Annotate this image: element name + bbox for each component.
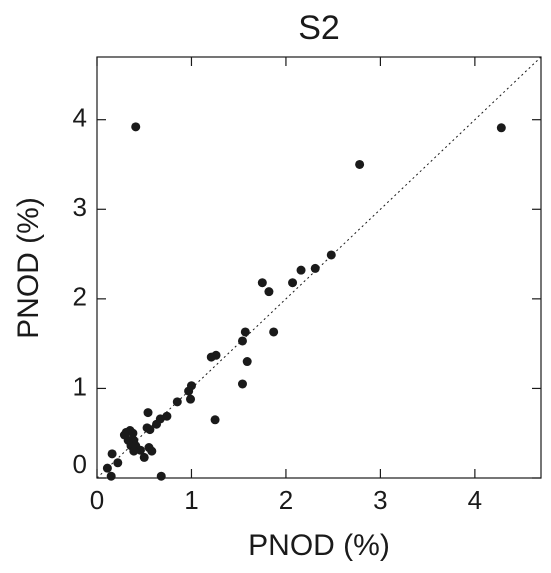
x-tick-label: 3: [373, 485, 387, 515]
y-tick-label: 1: [73, 371, 87, 401]
point: [139, 452, 149, 462]
point: [237, 336, 247, 346]
point: [131, 122, 141, 132]
x-tick-label: 2: [279, 485, 293, 515]
point: [184, 386, 194, 396]
point: [210, 415, 220, 425]
point: [242, 357, 252, 367]
point: [240, 327, 250, 337]
y-tick-label: 0: [73, 449, 87, 479]
point: [296, 265, 306, 275]
point: [128, 428, 138, 438]
point: [172, 397, 182, 407]
point: [288, 278, 298, 288]
point: [145, 425, 155, 435]
point: [269, 327, 279, 337]
chart-title: S2: [298, 9, 340, 47]
x-tick-label: 4: [468, 485, 482, 515]
point: [106, 471, 116, 481]
point: [310, 263, 320, 273]
x-tick-label: 0: [90, 485, 104, 515]
point: [237, 379, 247, 389]
point: [107, 449, 117, 459]
point: [355, 159, 365, 169]
point: [496, 123, 506, 133]
point: [257, 278, 267, 288]
plot-frame: [96, 56, 542, 479]
point: [143, 408, 153, 418]
y-tick-label: 3: [73, 192, 87, 222]
point: [147, 446, 157, 456]
point: [129, 446, 139, 456]
point: [156, 471, 166, 481]
point: [152, 419, 162, 429]
point: [113, 458, 123, 468]
point: [264, 287, 274, 297]
x-axis-label: PNOD (%): [248, 529, 390, 562]
y-tick-label: 2: [73, 282, 87, 312]
point: [206, 352, 216, 362]
point: [326, 250, 336, 260]
y-axis-label: PNOD (%): [12, 197, 45, 339]
point: [186, 394, 196, 404]
x-tick-label: 1: [184, 485, 198, 515]
point: [102, 463, 112, 473]
y-tick-label: 4: [73, 103, 87, 133]
